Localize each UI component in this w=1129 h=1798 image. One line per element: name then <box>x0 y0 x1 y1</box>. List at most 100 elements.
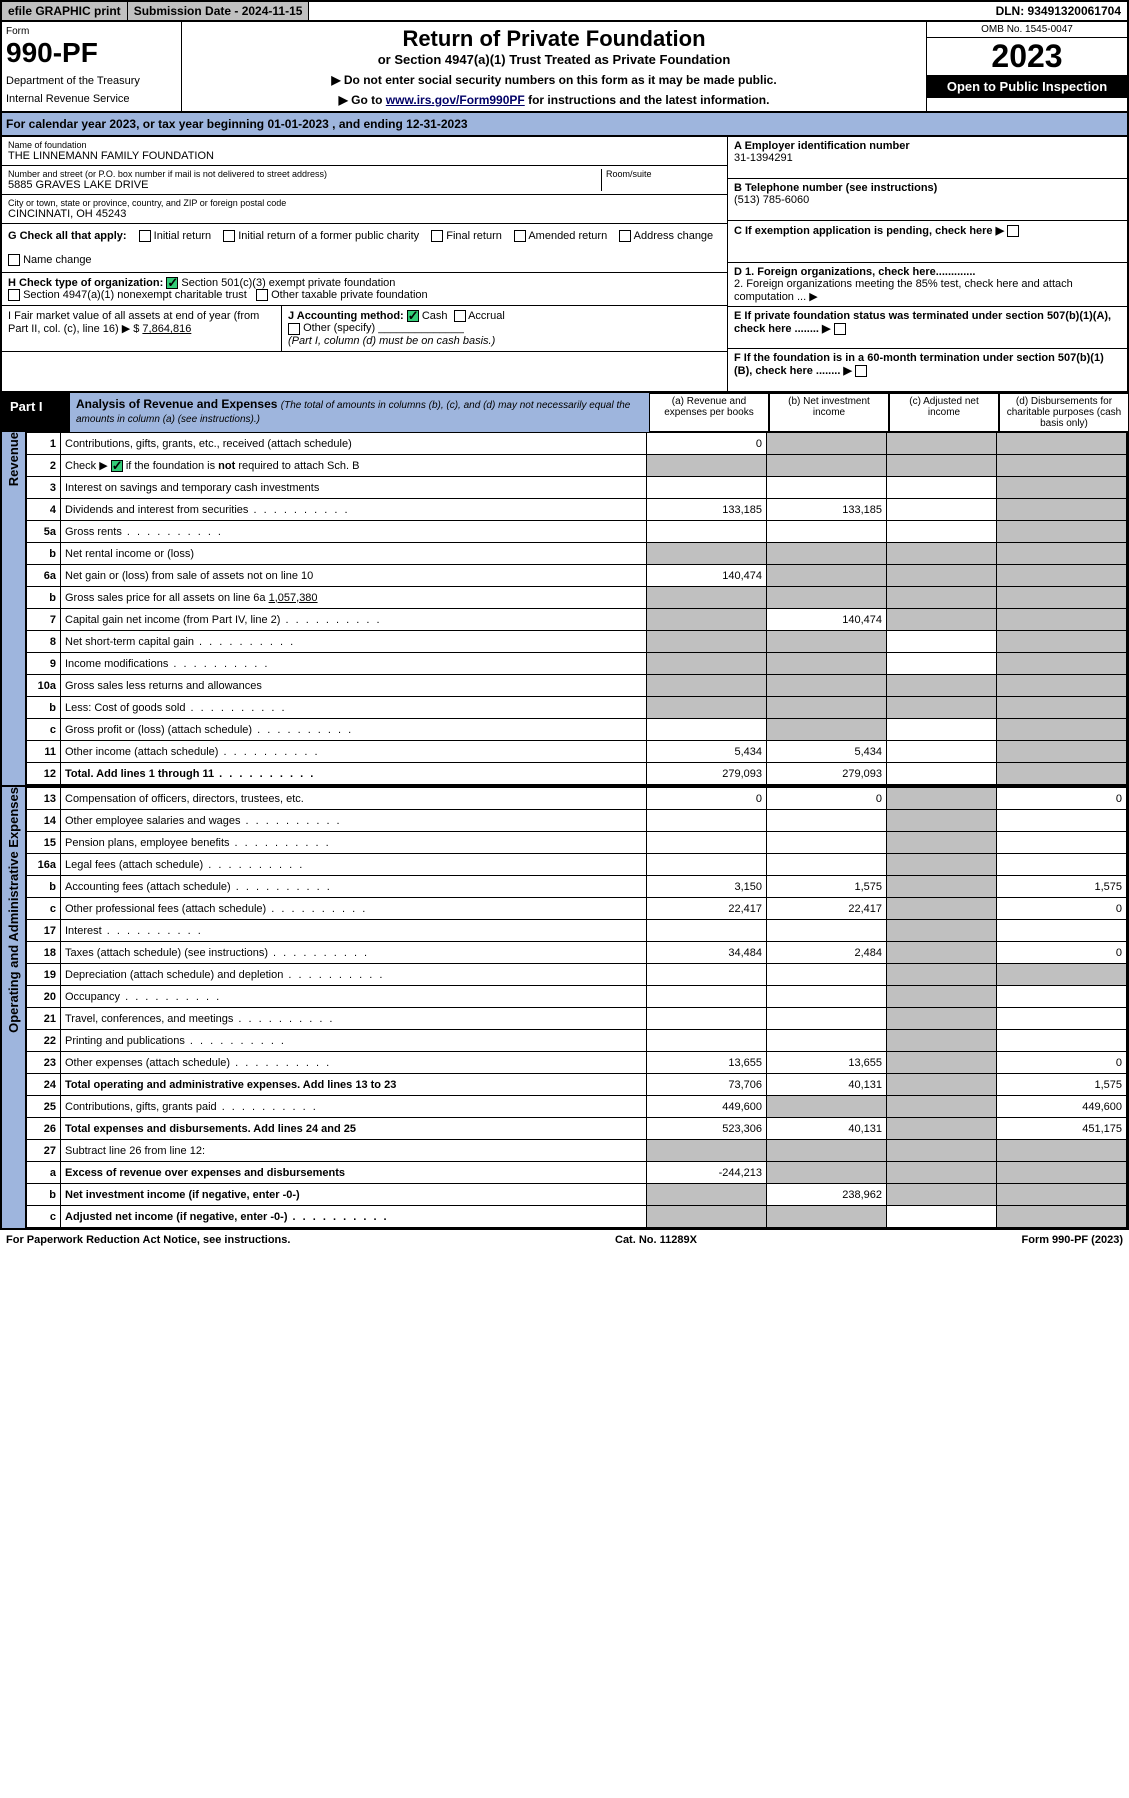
top-bar: efile GRAPHIC print Submission Date - 20… <box>0 0 1129 22</box>
expenses-section: Operating and Administrative Expenses 13… <box>0 787 1129 1230</box>
g-opt-initial: Initial return <box>139 230 212 242</box>
line-12: 12Total. Add lines 1 through 11279,09327… <box>27 763 1127 785</box>
info-left: Name of foundation THE LINNEMANN FAMILY … <box>2 137 727 391</box>
line-21: 21Travel, conferences, and meetings <box>27 1008 1127 1030</box>
addr-label: Number and street (or P.O. box number if… <box>8 169 601 179</box>
revenue-side-label: Revenue <box>2 432 26 785</box>
col-d-header: (d) Disbursements for charitable purpose… <box>999 393 1129 432</box>
line-22: 22Printing and publications <box>27 1030 1127 1052</box>
line-16b: bAccounting fees (attach schedule)3,1501… <box>27 876 1127 898</box>
line-1: 1Contributions, gifts, grants, etc., rec… <box>27 433 1127 455</box>
line-5b: bNet rental income or (loss) <box>27 543 1127 565</box>
checkbox-icon[interactable] <box>834 323 846 335</box>
checkbox-icon[interactable] <box>256 289 268 301</box>
j-other: Other (specify) <box>303 322 375 334</box>
checkbox-icon[interactable] <box>8 254 20 266</box>
instruction-1: ▶ Do not enter social security numbers o… <box>186 73 922 87</box>
d-cell: D 1. Foreign organizations, check here..… <box>728 263 1127 307</box>
open-public: Open to Public Inspection <box>927 75 1127 98</box>
a-label: A Employer identification number <box>734 140 1121 152</box>
dln: DLN: 93491320061704 <box>990 2 1127 20</box>
line-15: 15Pension plans, employee benefits <box>27 832 1127 854</box>
part1-header: Part I Analysis of Revenue and Expenses … <box>0 393 1129 432</box>
line-10b: bLess: Cost of goods sold <box>27 697 1127 719</box>
section-i: I Fair market value of all assets at end… <box>2 306 282 350</box>
part1-title: Analysis of Revenue and Expenses <box>76 397 277 411</box>
checkbox-checked-icon[interactable] <box>111 460 123 472</box>
checkbox-icon[interactable] <box>288 323 300 335</box>
b-label: B Telephone number (see instructions) <box>734 182 1121 194</box>
line-8: 8Net short-term capital gain <box>27 631 1127 653</box>
name-label: Name of foundation <box>8 140 721 150</box>
expenses-table: 13Compensation of officers, directors, t… <box>26 787 1127 1228</box>
line-9: 9Income modifications <box>27 653 1127 675</box>
h-opt-501c3: Section 501(c)(3) exempt private foundat… <box>181 277 395 289</box>
tax-year: 2023 <box>927 38 1127 75</box>
line-4: 4Dividends and interest from securities1… <box>27 499 1127 521</box>
line-11: 11Other income (attach schedule)5,4345,4… <box>27 741 1127 763</box>
j-accrual: Accrual <box>468 310 505 322</box>
form-label: Form <box>6 26 177 37</box>
form-header: Form 990-PF Department of the Treasury I… <box>0 22 1129 113</box>
foundation-name-cell: Name of foundation THE LINNEMANN FAMILY … <box>2 137 727 166</box>
checkbox-icon[interactable] <box>431 230 443 242</box>
calendar-year-row: For calendar year 2023, or tax year begi… <box>0 113 1129 137</box>
checkbox-icon[interactable] <box>223 230 235 242</box>
h-opt-other: Other taxable private foundation <box>271 289 428 301</box>
line-7: 7Capital gain net income (from Part IV, … <box>27 609 1127 631</box>
ein-cell: A Employer identification number 31-1394… <box>728 137 1127 179</box>
col-b-header: (b) Net investment income <box>769 393 889 432</box>
line-13: 13Compensation of officers, directors, t… <box>27 788 1127 810</box>
line-3: 3Interest on savings and temporary cash … <box>27 477 1127 499</box>
expenses-side-label: Operating and Administrative Expenses <box>2 787 26 1228</box>
line-10a: 10aGross sales less returns and allowanc… <box>27 675 1127 697</box>
checkbox-icon[interactable] <box>1007 225 1019 237</box>
line-10c: cGross profit or (loss) (attach schedule… <box>27 719 1127 741</box>
part1-title-cell: Analysis of Revenue and Expenses (The to… <box>70 393 649 432</box>
checkbox-icon[interactable] <box>8 289 20 301</box>
h-label: H Check type of organization: <box>8 277 163 289</box>
section-g: G Check all that apply: Initial return I… <box>2 224 727 273</box>
form-subtitle: or Section 4947(a)(1) Trust Treated as P… <box>186 52 922 67</box>
info-section: Name of foundation THE LINNEMANN FAMILY … <box>0 137 1129 393</box>
footer-mid: Cat. No. 11289X <box>615 1234 697 1246</box>
street-address: 5885 GRAVES LAKE DRIVE <box>8 179 601 191</box>
line-14: 14Other employee salaries and wages <box>27 810 1127 832</box>
g-opt-initial-former: Initial return of a former public charit… <box>223 230 419 242</box>
h-opt-4947: Section 4947(a)(1) nonexempt charitable … <box>23 289 247 301</box>
irs-link[interactable]: www.irs.gov/Form990PF <box>386 93 525 107</box>
header-center: Return of Private Foundation or Section … <box>182 22 927 111</box>
city-label: City or town, state or province, country… <box>8 198 721 208</box>
section-h: H Check type of organization: Section 50… <box>2 273 727 306</box>
line-23: 23Other expenses (attach schedule)13,655… <box>27 1052 1127 1074</box>
line-6a: 6aNet gain or (loss) from sale of assets… <box>27 565 1127 587</box>
checkbox-icon[interactable] <box>454 310 466 322</box>
checkbox-icon[interactable] <box>855 365 867 377</box>
line-20: 20Occupancy <box>27 986 1127 1008</box>
line-19: 19Depreciation (attach schedule) and dep… <box>27 964 1127 986</box>
line-16a: 16aLegal fees (attach schedule) <box>27 854 1127 876</box>
g-label: G Check all that apply: <box>8 230 127 242</box>
line-5a: 5aGross rents <box>27 521 1127 543</box>
col-c-header: (c) Adjusted net income <box>889 393 999 432</box>
header-left: Form 990-PF Department of the Treasury I… <box>2 22 182 111</box>
ein-value: 31-1394291 <box>734 152 1121 164</box>
j-label: J Accounting method: <box>288 310 404 322</box>
c-cell: C If exemption application is pending, c… <box>728 221 1127 263</box>
line-26: 26Total expenses and disbursements. Add … <box>27 1118 1127 1140</box>
checkbox-icon[interactable] <box>514 230 526 242</box>
line-16c: cOther professional fees (attach schedul… <box>27 898 1127 920</box>
room-label: Room/suite <box>606 169 721 179</box>
header-right: OMB No. 1545-0047 2023 Open to Public In… <box>927 22 1127 111</box>
checkbox-checked-icon[interactable] <box>166 277 178 289</box>
city-cell: City or town, state or province, country… <box>2 195 727 224</box>
checkbox-icon[interactable] <box>619 230 631 242</box>
form-number: 990-PF <box>6 37 177 69</box>
checkbox-icon[interactable] <box>139 230 151 242</box>
revenue-section: Revenue 1Contributions, gifts, grants, e… <box>0 432 1129 787</box>
f-label: F If the foundation is in a 60-month ter… <box>734 352 1104 377</box>
line-2: 2Check ▶ if the foundation is not requir… <box>27 455 1127 477</box>
d1-label: D 1. Foreign organizations, check here..… <box>734 266 1121 278</box>
checkbox-checked-icon[interactable] <box>407 310 419 322</box>
part1-label: Part I <box>0 393 70 432</box>
